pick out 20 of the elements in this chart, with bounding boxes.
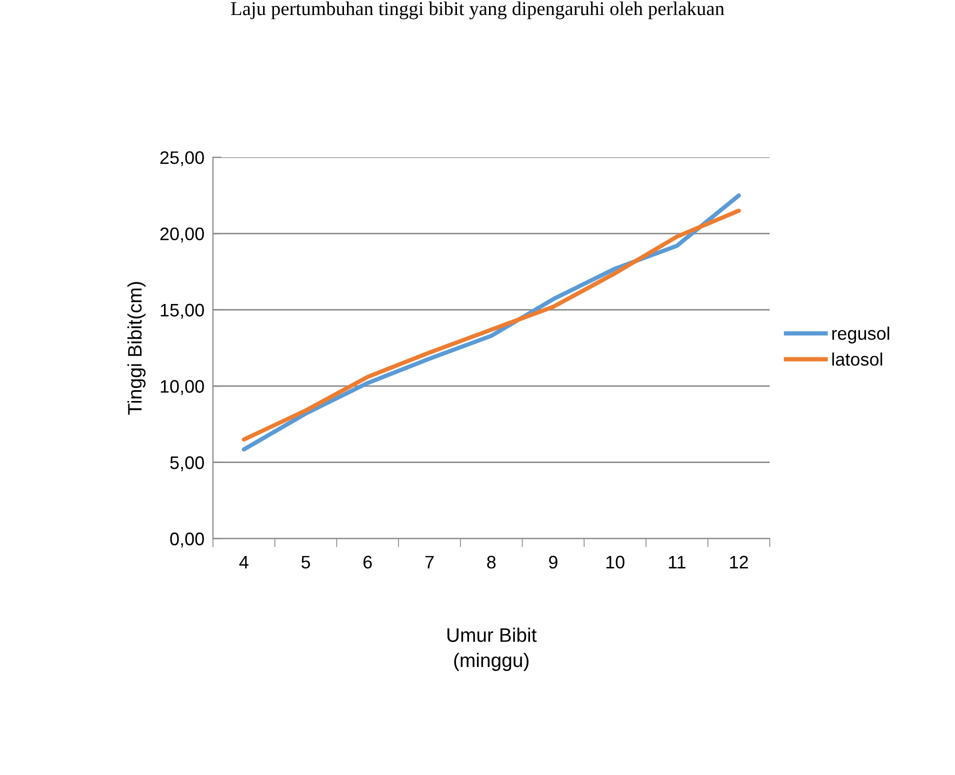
text: Laju pertumbuhan tinggi bibit yang dipengaruhi oleh perlakuan [231, 2, 724, 20]
x-tick-label: 9 [549, 556, 558, 569]
x-tick-label: 12 [730, 556, 748, 568]
y-tick-label: 10,00 [160, 380, 204, 395]
x-tick-label: 11 [668, 556, 686, 568]
x-tick-label: 4 [239, 556, 248, 568]
legend-label: latosol [832, 352, 882, 366]
x-tick-label: 7 [425, 556, 434, 568]
x-tick-label: 6 [364, 556, 372, 569]
y-tick-label: 15,00 [160, 304, 204, 319]
y-tick-label: 0,00 [170, 532, 204, 548]
y-tick-label: 5,00 [170, 456, 204, 472]
y-tick-label: 25,00 [160, 151, 204, 166]
x-tick-label: 5 [301, 556, 310, 569]
x-tick-label: 10 [606, 556, 624, 569]
y-tick-label: 20,00 [160, 228, 204, 242]
legend-label: regusol [832, 326, 890, 344]
x-tick-label: 8 [487, 556, 496, 569]
x-axis-title: Umur Bibit (minggu) [447, 628, 537, 671]
y-axis-title: Tinggi Bibit(cm) [127, 282, 146, 415]
